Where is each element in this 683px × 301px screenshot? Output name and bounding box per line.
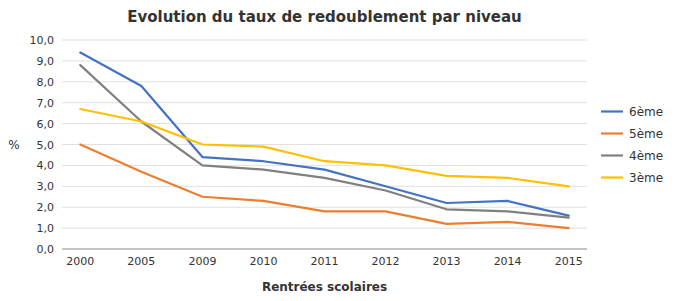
grid-line xyxy=(62,60,587,61)
series-line xyxy=(80,109,568,186)
grid-line xyxy=(62,165,587,166)
y-tick-label: 3,0 xyxy=(37,180,55,193)
x-tick-label: 2013 xyxy=(433,255,461,268)
y-tick-label: 4,0 xyxy=(37,159,55,172)
x-tick-label: 2015 xyxy=(555,255,583,268)
grid-line xyxy=(62,228,587,229)
legend-swatch xyxy=(601,176,623,178)
grid-line xyxy=(62,81,587,82)
x-tick-label: 2009 xyxy=(188,255,216,268)
grid-line xyxy=(62,207,587,208)
x-tick-label: 2014 xyxy=(494,255,522,268)
y-tick-label: 10,0 xyxy=(30,34,55,47)
x-tick-label: 2011 xyxy=(311,255,339,268)
grid-line xyxy=(62,40,587,41)
legend-label: 3ème xyxy=(629,171,663,185)
y-tick-label: 5,0 xyxy=(37,139,55,152)
y-tick-label: 6,0 xyxy=(37,118,55,131)
legend-label: 5ème xyxy=(629,127,663,141)
x-tick-label: 2000 xyxy=(66,255,94,268)
legend-swatch xyxy=(601,154,623,156)
lines xyxy=(80,53,568,229)
grid-line xyxy=(62,123,587,124)
x-tick-label: 2010 xyxy=(249,255,277,268)
grid xyxy=(62,40,587,249)
legend-swatch xyxy=(601,132,623,134)
grid-line xyxy=(62,144,587,145)
x-tick-label: 2012 xyxy=(372,255,400,268)
legend-swatch xyxy=(601,110,623,112)
title: Evolution du taux de redoublement par ni… xyxy=(127,8,522,26)
legend-label: 6ème xyxy=(629,105,663,119)
y-tick-label: 1,0 xyxy=(37,222,55,235)
y-tick-label: 2,0 xyxy=(37,201,55,214)
series-line xyxy=(80,53,568,216)
y-tick-label: 9,0 xyxy=(37,55,55,68)
series-line xyxy=(80,145,568,229)
y-tick-label: 7,0 xyxy=(37,97,55,110)
x-axis-line xyxy=(62,249,587,250)
y-tick-label: 8,0 xyxy=(37,76,55,89)
x-tick-label: 2005 xyxy=(127,255,155,268)
grid-line xyxy=(62,102,587,103)
x-axis-label: Rentrées scolaires xyxy=(262,280,387,294)
series-line xyxy=(80,65,568,218)
legend-label: 4ème xyxy=(629,149,663,163)
legend: 6ème 5ème 4ème 3ème xyxy=(601,105,663,185)
y-axis-label: % xyxy=(8,138,19,152)
grid-line xyxy=(62,249,587,250)
chart: Evolution du taux de redoublement par ni… xyxy=(0,0,683,301)
y-tick-label: 0,0 xyxy=(37,243,55,256)
grid-line xyxy=(62,186,587,187)
